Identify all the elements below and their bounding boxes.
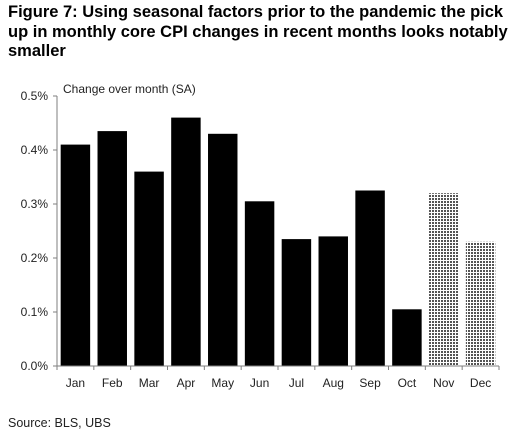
y-axis-label: Change over month (SA) <box>63 82 196 96</box>
bar-aug <box>318 236 348 366</box>
bar-feb <box>97 131 127 366</box>
y-tick-label: 0.5% <box>21 89 49 103</box>
chart-title: Figure 7: Using seasonal factors prior t… <box>8 3 508 60</box>
bar-oct <box>392 309 422 366</box>
y-tick-label: 0.2% <box>21 251 49 265</box>
bar-mar <box>134 171 164 366</box>
x-tick-label: Feb <box>102 376 123 390</box>
bar-sep <box>355 190 385 366</box>
bar-dec <box>465 241 496 366</box>
bar-jun <box>244 201 275 366</box>
bar-nov <box>429 193 459 366</box>
x-tick-label: Apr <box>177 376 196 390</box>
x-tick-label: May <box>211 376 234 390</box>
bar-apr <box>171 117 201 366</box>
y-tick-label: 0.1% <box>21 305 49 319</box>
x-tick-label: Dec <box>470 376 491 390</box>
bar-may <box>208 133 238 366</box>
y-tick-label: 0.3% <box>21 197 49 211</box>
x-tick-label: Aug <box>323 376 344 390</box>
source-note: Source: BLS, UBS <box>8 416 111 430</box>
y-tick-label: 0.0% <box>21 359 49 373</box>
x-tick-label: Mar <box>139 376 160 390</box>
y-tick-label: 0.4% <box>21 143 49 157</box>
bar-jan <box>60 144 91 366</box>
x-tick-label: Sep <box>359 376 381 390</box>
x-tick-label: Nov <box>433 376 454 390</box>
x-tick-label: Jun <box>250 376 269 390</box>
bars <box>60 117 496 366</box>
x-tick-label: Jul <box>289 376 304 390</box>
x-tick-label: Jan <box>66 376 85 390</box>
x-axis: Jan Feb Mar Apr May Jun Jul Aug Sep Oct Nov Dec <box>56 365 500 390</box>
y-axis: 0.0% 0.1% 0.2% 0.3% 0.4% 0.5% <box>21 89 58 373</box>
x-tick-label: Oct <box>398 376 417 390</box>
bar-jul <box>281 239 312 366</box>
